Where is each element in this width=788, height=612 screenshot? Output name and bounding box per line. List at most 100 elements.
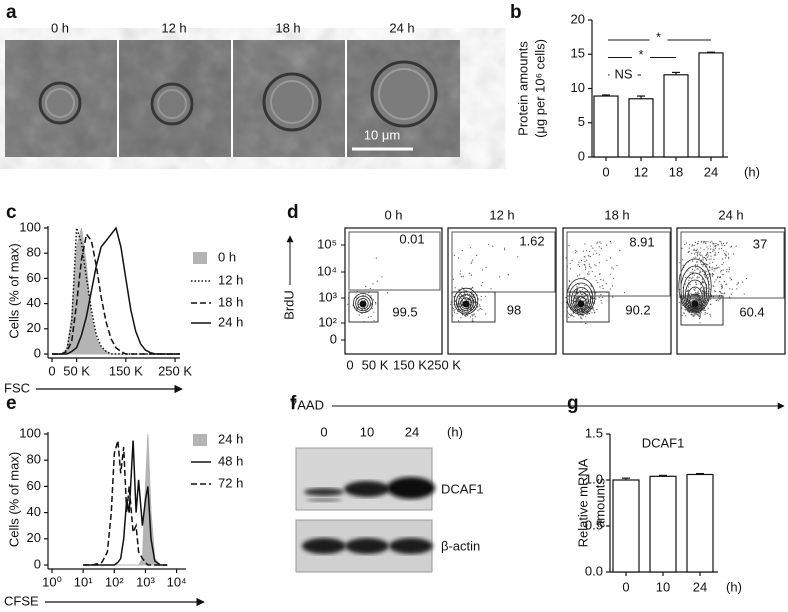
event-dot xyxy=(458,320,460,322)
event-dot xyxy=(472,320,474,322)
event-dot xyxy=(725,253,727,255)
event-dot xyxy=(714,290,716,292)
y-axis-label: (μg per 10⁶ cells) xyxy=(532,39,547,138)
event-dot xyxy=(588,271,590,273)
event-dot xyxy=(601,285,604,287)
event-dot xyxy=(695,299,697,301)
event-dot xyxy=(707,274,709,276)
x-tick-label: 0 xyxy=(622,579,629,594)
series-line xyxy=(83,440,168,566)
x-tick-label: 10⁰ xyxy=(42,574,62,589)
event-dot xyxy=(576,286,578,288)
event-dot xyxy=(693,288,695,290)
event-dot xyxy=(736,288,738,290)
event-dot xyxy=(584,256,586,258)
event-dot xyxy=(467,314,469,316)
event-dot xyxy=(700,287,703,289)
y-tick-label: 0.0 xyxy=(585,563,603,578)
event-dot xyxy=(723,262,725,264)
event-dot xyxy=(709,241,712,243)
y-axis-label: BrdU xyxy=(281,290,296,320)
panel-letter: c xyxy=(6,202,17,223)
event-dot xyxy=(574,292,576,294)
event-dot xyxy=(709,262,711,264)
event-dot xyxy=(585,266,587,268)
event-dot xyxy=(456,303,459,305)
band-label: β-actin xyxy=(441,538,480,553)
contour xyxy=(568,282,594,314)
event-dot xyxy=(721,258,724,260)
event-dot xyxy=(704,241,706,243)
event-dot xyxy=(687,289,690,291)
event-dot xyxy=(700,241,702,243)
bar xyxy=(649,475,677,573)
event-dot xyxy=(691,300,693,302)
event-dot xyxy=(591,312,593,314)
legend-label: 24 h xyxy=(218,314,243,329)
event-dot xyxy=(681,259,684,261)
event-dot xyxy=(586,250,588,252)
event-dot xyxy=(568,316,570,318)
event-dot xyxy=(688,244,691,246)
event-dot xyxy=(458,295,460,297)
event-dot xyxy=(568,280,571,282)
event-dot xyxy=(713,249,715,251)
event-dot xyxy=(461,250,463,252)
event-dot xyxy=(587,313,589,315)
event-dot xyxy=(687,251,689,254)
gate xyxy=(566,291,610,323)
event-dot xyxy=(609,288,612,290)
event-dot xyxy=(721,286,723,288)
x-tick-label: 24 xyxy=(704,164,718,179)
event-dot xyxy=(454,287,456,289)
event-dot xyxy=(705,271,707,273)
event-dot xyxy=(687,270,689,272)
event-dot xyxy=(480,307,482,309)
event-dot xyxy=(704,256,706,259)
cell xyxy=(45,88,75,118)
y-axis-label: Protein amounts xyxy=(515,41,530,136)
event-dot xyxy=(710,294,712,296)
event-dot xyxy=(706,246,708,248)
event-dot xyxy=(710,267,712,269)
event-dot xyxy=(729,288,731,290)
event-dot xyxy=(571,259,573,261)
event-dot xyxy=(698,276,700,279)
event-dot xyxy=(707,287,709,289)
significance-label: * xyxy=(656,29,661,44)
event-dot xyxy=(454,308,456,310)
event-dot xyxy=(484,295,487,297)
event-dot xyxy=(720,285,722,287)
event-dot xyxy=(600,278,602,281)
y-tick-label: 1.5 xyxy=(585,425,603,440)
event-dot xyxy=(576,275,579,277)
event-dot xyxy=(595,265,597,267)
event-dot xyxy=(704,270,706,272)
event-dot xyxy=(695,292,697,294)
event-dot xyxy=(465,290,467,292)
y-tick-label: 0 xyxy=(34,556,41,571)
event-dot xyxy=(688,247,690,249)
bar xyxy=(612,479,640,573)
event-dot xyxy=(586,298,588,300)
event-dot xyxy=(710,255,712,257)
x-tick-label: 250 K xyxy=(158,363,192,378)
event-dot xyxy=(373,319,375,322)
y-axis-label: Relative mRNA xyxy=(575,458,590,547)
event-dot xyxy=(469,247,472,249)
x-tick-label: 10⁴ xyxy=(167,574,187,589)
event-dot xyxy=(690,301,692,303)
event-dot xyxy=(619,249,621,251)
event-dot xyxy=(690,303,692,305)
event-dot xyxy=(605,244,608,246)
event-dot xyxy=(601,296,603,298)
event-dot xyxy=(679,262,681,264)
event-dot xyxy=(717,251,720,254)
band xyxy=(344,481,390,497)
event-dot xyxy=(471,315,474,317)
x-tick-label: 0 xyxy=(48,363,55,378)
event-dot xyxy=(698,313,701,315)
event-dot xyxy=(472,287,474,289)
event-dot xyxy=(610,273,612,275)
event-dot xyxy=(699,253,701,255)
